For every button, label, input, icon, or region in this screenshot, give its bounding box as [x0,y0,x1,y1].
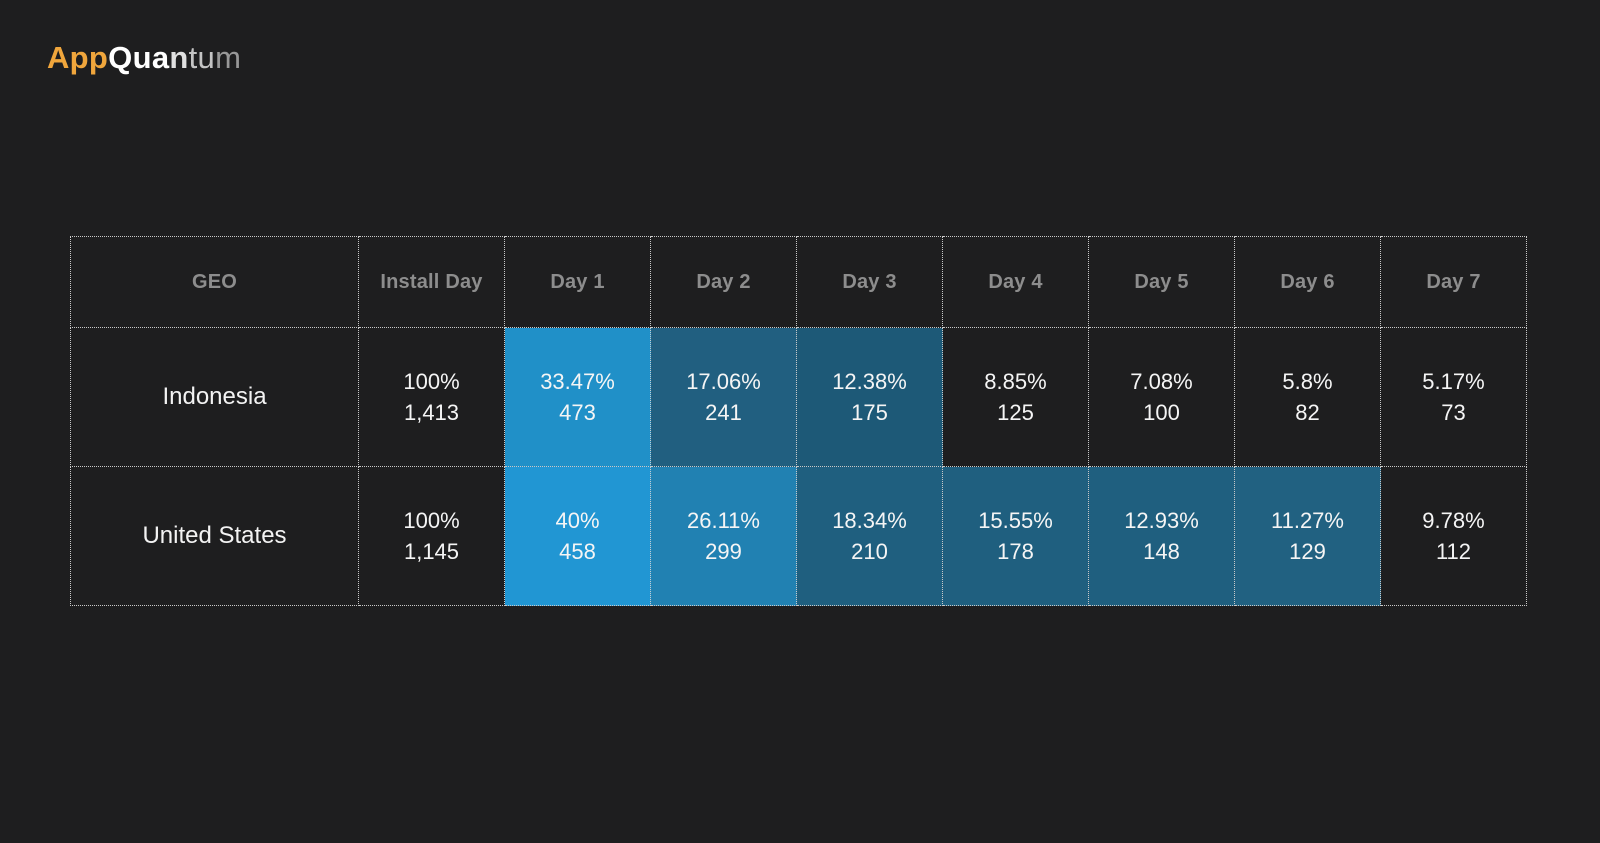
percent-value: 5.17% [1422,369,1485,394]
percent-value: 17.06% [686,369,761,394]
retention-cell-day6: 11.27% 129 [1234,466,1381,606]
col-header-day-2: Day 2 [650,236,797,328]
count-value: 73 [1441,400,1466,425]
logo-segment: n [169,40,189,75]
count-value: 473 [559,400,596,425]
retention-cell-install: 100% 1,413 [358,327,505,467]
retention-cell-day4: 8.85% 125 [942,327,1089,467]
logo-segment: Qua [108,40,170,75]
retention-cell-day5: 12.93% 148 [1088,466,1235,606]
count-value: 1,145 [403,539,460,564]
retention-table-container: GEO Install Day Day 1 Day 2 Day 3 Day 4 … [70,236,1527,606]
retention-cell-day6: 5.8% 82 [1234,327,1381,467]
col-header-day-5: Day 5 [1088,236,1235,328]
percent-value: 100% [403,369,460,394]
count-value: 178 [997,539,1034,564]
table-row-united-states: United States 100% 1,145 40% 458 26.11% … [70,466,1527,606]
logo-segment: tu [188,40,216,75]
col-header-install-day: Install Day [358,236,505,328]
col-header-day-7: Day 7 [1380,236,1527,328]
count-value: 100 [1143,400,1180,425]
percent-value: 5.8% [1282,369,1333,394]
percent-value: 40% [555,508,600,533]
count-value: 458 [559,539,596,564]
count-value: 129 [1289,539,1326,564]
appquantum-logo: AppQuantum [47,40,241,76]
retention-cell-day7: 5.17% 73 [1380,327,1527,467]
col-header-day-1: Day 1 [504,236,651,328]
logo-segment: m [215,40,242,75]
geo-cell: United States [70,466,359,606]
table-row-indonesia: Indonesia 100% 1,413 33.47% 473 17.06% 2… [70,327,1527,467]
percent-value: 12.38% [832,369,907,394]
retention-cell-day2: 17.06% 241 [650,327,797,467]
count-value: 175 [851,400,888,425]
percent-value: 100% [403,508,460,533]
count-value: 82 [1295,400,1320,425]
retention-cell-day4: 15.55% 178 [942,466,1089,606]
col-header-day-6: Day 6 [1234,236,1381,328]
percent-value: 15.55% [978,508,1053,533]
retention-cell-day1: 33.47% 473 [504,327,651,467]
retention-cell-day3: 12.38% 175 [796,327,943,467]
col-header-geo: GEO [70,236,359,328]
retention-table: GEO Install Day Day 1 Day 2 Day 3 Day 4 … [70,236,1527,606]
count-value: 125 [997,400,1034,425]
geo-cell: Indonesia [70,327,359,467]
percent-value: 8.85% [984,369,1047,394]
col-header-day-3: Day 3 [796,236,943,328]
retention-cell-install: 100% 1,145 [358,466,505,606]
count-value: 1,413 [403,400,460,425]
col-header-day-4: Day 4 [942,236,1089,328]
retention-cell-day5: 7.08% 100 [1088,327,1235,467]
percent-value: 11.27% [1271,508,1344,533]
retention-cell-day1: 40% 458 [504,466,651,606]
header-row: GEO Install Day Day 1 Day 2 Day 3 Day 4 … [70,236,1527,328]
retention-cell-day3: 18.34% 210 [796,466,943,606]
count-value: 148 [1143,539,1180,564]
count-value: 241 [705,400,742,425]
count-value: 210 [851,539,888,564]
retention-cell-day7: 9.78% 112 [1380,466,1527,606]
percent-value: 18.34% [832,508,907,533]
count-value: 299 [705,539,742,564]
percent-value: 7.08% [1130,369,1193,394]
percent-value: 33.47% [540,369,615,394]
count-value: 112 [1435,539,1472,564]
retention-cell-day2: 26.11% 299 [650,466,797,606]
percent-value: 9.78% [1422,508,1485,533]
percent-value: 26.11% [687,508,760,533]
logo-segment: App [47,40,109,75]
percent-value: 12.93% [1124,508,1199,533]
